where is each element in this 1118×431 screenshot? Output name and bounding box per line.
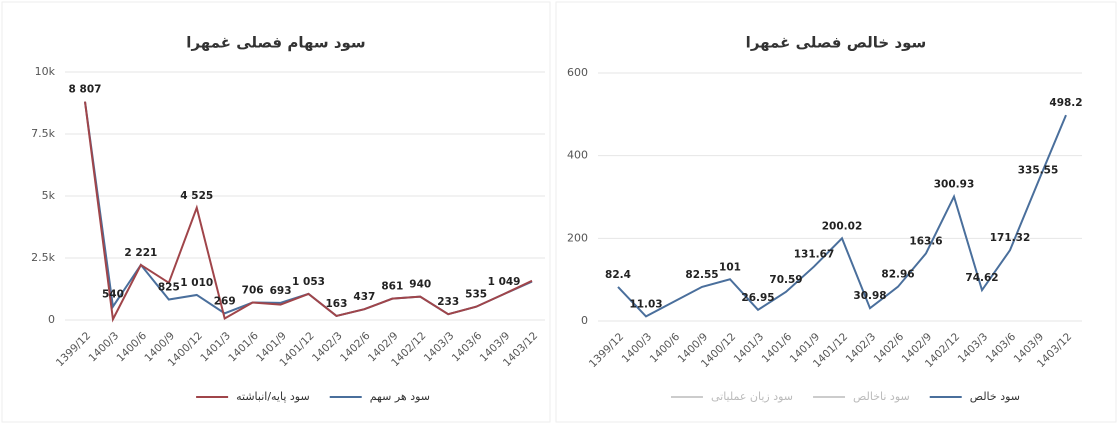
data-label: 335.55: [1018, 164, 1059, 176]
x-tick-label: 1403/3: [422, 330, 457, 365]
data-label: 131.67: [794, 249, 835, 261]
panel: [555, 1, 1117, 423]
data-label: 8 807: [69, 84, 102, 96]
legend-label: سود زیان عملیاتی: [711, 390, 793, 403]
x-tick-label: 1403/3: [956, 331, 991, 366]
legend-label: سود ناخالص: [853, 390, 910, 403]
legend-label: سود هر سهم: [370, 390, 430, 403]
series-line: [84, 101, 533, 323]
y-tick-label: 10k: [35, 65, 56, 78]
panel: [1, 1, 551, 423]
data-label: 101: [719, 261, 741, 273]
x-tick-label: 1400/3: [620, 331, 655, 366]
chart-title: سود خالص فصلی غمهرا: [746, 34, 927, 52]
data-label: 171.32: [990, 232, 1031, 244]
x-tick-label: 1401/6: [226, 330, 261, 365]
data-label: 825: [158, 282, 180, 294]
x-tick-label: 1400/6: [648, 331, 683, 366]
y-tick-label: 2.5k: [31, 251, 55, 264]
legend-label: سود پایه/انباشته: [236, 390, 310, 403]
y-tick-label: 0: [48, 313, 55, 326]
x-tick-label: 1401/3: [732, 331, 767, 366]
x-tick-label: 1403/6: [984, 331, 1019, 366]
y-tick-label: 400: [567, 149, 588, 162]
data-label: 1 049: [488, 276, 521, 288]
data-label: 26.95: [741, 292, 774, 304]
chart-title: سود سهام فصلی غمهرا: [186, 34, 365, 52]
data-label: 70.59: [769, 274, 802, 286]
x-tick-label: 1400/3: [87, 330, 122, 365]
data-label: 269: [214, 295, 236, 307]
data-label: 82.96: [881, 269, 914, 281]
x-tick-label: 1402/3: [844, 331, 879, 366]
data-label: 540: [102, 289, 124, 301]
data-label: 163: [325, 298, 347, 310]
data-label: 200.02: [822, 220, 863, 232]
data-label: 163.6: [909, 235, 942, 247]
data-label: 82.4: [605, 269, 631, 281]
data-label: 300.93: [934, 179, 975, 191]
x-tick-label: 1401/6: [760, 331, 795, 366]
data-label: 706: [242, 284, 264, 296]
x-tick-label: 1403/6: [450, 330, 485, 365]
data-label: 1 053: [292, 276, 325, 288]
x-tick-label: 1402/6: [338, 330, 373, 365]
y-tick-label: 200: [567, 231, 588, 244]
x-tick-label: 1399/12: [54, 330, 93, 369]
series-line: [617, 114, 1067, 318]
y-tick-label: 0: [581, 314, 588, 327]
data-label: 498.2: [1049, 97, 1082, 109]
x-tick-label: 1399/12: [587, 331, 626, 370]
data-label: 2 221: [124, 247, 157, 259]
x-tick-label: 1401/3: [198, 330, 233, 365]
y-tick-label: 5k: [42, 189, 56, 202]
data-label: 940: [409, 279, 431, 291]
y-tick-label: 600: [567, 66, 588, 79]
x-tick-label: 1402/6: [872, 331, 907, 366]
data-label: 30.98: [853, 290, 886, 302]
data-label: 861: [381, 281, 403, 293]
data-label: 74.62: [965, 272, 998, 284]
data-label: 4 525: [180, 190, 213, 202]
x-tick-label: 1402/3: [310, 330, 345, 365]
data-label: 233: [437, 296, 459, 308]
data-label: 437: [353, 291, 375, 303]
legend-label: سود خالص: [970, 390, 1020, 403]
y-tick-label: 7.5k: [31, 127, 55, 140]
data-label: 11.03: [629, 298, 662, 310]
x-tick-label: 1400/6: [115, 330, 150, 365]
data-label: 535: [465, 289, 487, 301]
data-label: 82.55: [685, 269, 718, 281]
data-label: 693: [270, 285, 292, 297]
data-label: 1 010: [180, 277, 213, 289]
